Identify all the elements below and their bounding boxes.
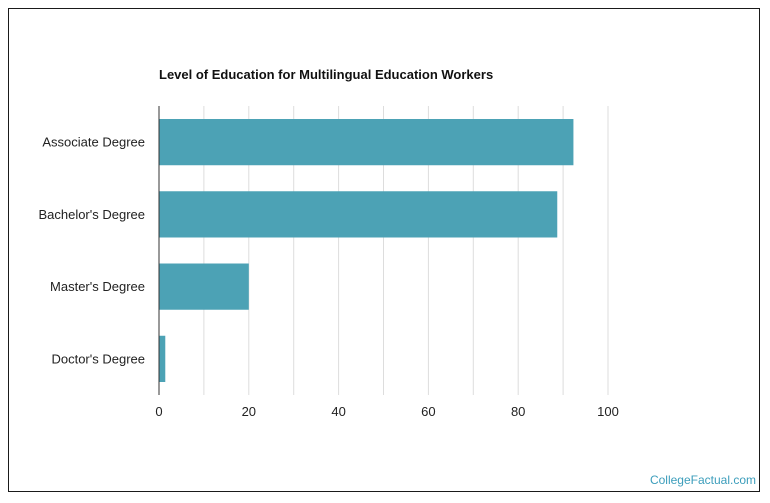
chart-title: Level of Education for Multilingual Educ…	[159, 67, 494, 82]
x-tick-label: 40	[331, 404, 345, 419]
x-tick-label: 20	[242, 404, 256, 419]
bar	[159, 335, 166, 382]
x-tick-label: 0	[155, 404, 162, 419]
category-label: Associate Degree	[42, 135, 145, 150]
x-tick-label: 80	[511, 404, 525, 419]
category-label: Bachelor's Degree	[38, 207, 145, 222]
bar	[159, 263, 249, 310]
x-tick-label: 100	[597, 404, 619, 419]
category-label: Doctor's Degree	[51, 351, 145, 366]
watermark-link[interactable]: CollegeFactual.com	[649, 473, 756, 487]
bar	[159, 119, 574, 166]
bar	[159, 191, 558, 238]
category-labels: Associate Degree Bachelor's Degree Master'…	[38, 135, 145, 367]
x-tick-labels: 0 20 40 60 80 100	[155, 404, 618, 419]
category-label: Master's Degree	[50, 279, 145, 294]
bars	[159, 119, 574, 382]
x-tick-label: 60	[421, 404, 435, 419]
